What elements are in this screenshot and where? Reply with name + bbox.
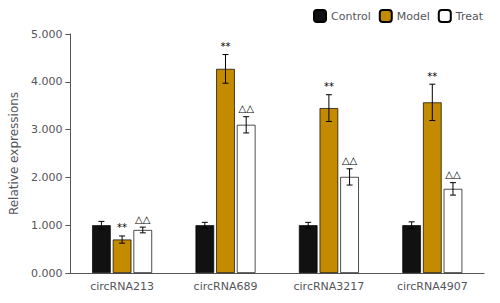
svg-text:Treat: Treat (455, 10, 484, 23)
svg-text:△△: △△ (135, 214, 151, 225)
svg-text:**: ** (117, 222, 127, 233)
svg-text:△△: △△ (342, 155, 358, 166)
svg-text:△△: △△ (445, 169, 461, 180)
svg-text:circRNA3217: circRNA3217 (293, 280, 364, 293)
svg-text:circRNA4907: circRNA4907 (397, 280, 468, 293)
svg-text:Model: Model (397, 10, 430, 23)
svg-text:1.000: 1.000 (31, 219, 63, 232)
svg-text:△△: △△ (238, 103, 254, 114)
svg-text:5.000: 5.000 (31, 28, 63, 41)
svg-text:circRNA213: circRNA213 (90, 280, 154, 293)
svg-text:circRNA689: circRNA689 (194, 280, 258, 293)
svg-text:0.000: 0.000 (31, 267, 63, 280)
svg-text:**: ** (220, 41, 230, 52)
svg-text:Relative expressions: Relative expressions (7, 92, 21, 215)
svg-text:**: ** (427, 71, 437, 82)
svg-text:4.000: 4.000 (31, 75, 63, 88)
svg-text:3.000: 3.000 (31, 123, 63, 136)
svg-text:2.000: 2.000 (31, 171, 63, 184)
svg-text:**: ** (324, 81, 334, 92)
svg-text:Control: Control (331, 10, 371, 23)
